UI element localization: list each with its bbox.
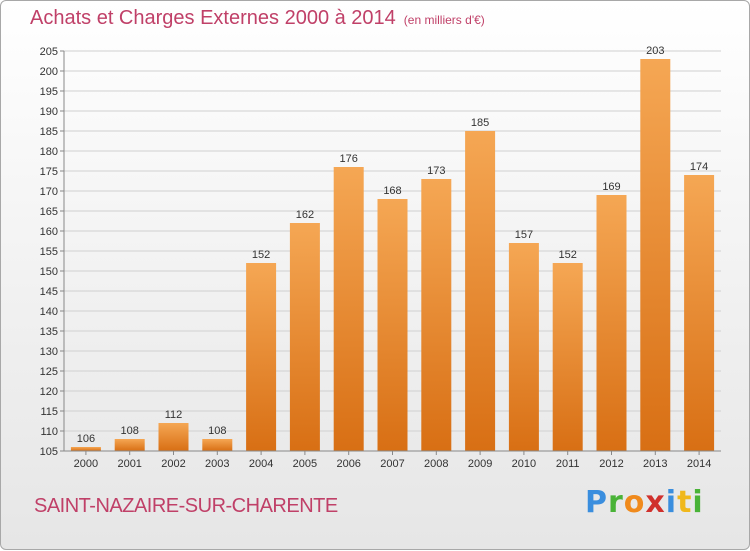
y-tick-label: 195 (40, 86, 58, 98)
y-tick-label: 190 (40, 106, 58, 118)
y-tick-label: 110 (40, 426, 58, 438)
data-label-2008: 173 (427, 165, 445, 177)
y-tick-label: 180 (40, 146, 58, 158)
data-label-2002: 112 (165, 409, 183, 421)
bar-2001 (114, 439, 145, 451)
bar-2013 (640, 59, 671, 451)
bar-2010 (508, 243, 539, 451)
data-label-2001: 108 (121, 425, 139, 437)
bar-2007 (377, 199, 408, 451)
bars (70, 59, 715, 451)
x-tick-label-2002: 2002 (161, 458, 185, 470)
data-label-2011: 152 (559, 249, 577, 261)
y-tick-label: 200 (40, 66, 58, 78)
y-tick-label: 160 (40, 226, 58, 238)
x-tick-label-2014: 2014 (687, 458, 711, 470)
chart-subtitle: (en milliers d'€) (403, 13, 485, 27)
data-label-2005: 162 (296, 209, 314, 221)
axes: 105 110 115 120 125 130 135 140 145 150 155 160 165 1… (40, 46, 721, 470)
bar-2004 (246, 263, 277, 451)
bar-2011 (552, 263, 583, 451)
data-labels: 106 108 112 108 152 162 176 168 173 185 157 152 169 2… (77, 45, 709, 445)
y-tick-label: 170 (40, 186, 58, 198)
commune-name: SAINT-NAZAIRE-SUR-CHARENTE (34, 495, 338, 517)
x-tick-label-2010: 2010 (512, 458, 536, 470)
bar-2014 (684, 175, 715, 451)
y-tick-label: 105 (40, 446, 58, 458)
bar-2000 (70, 447, 101, 451)
data-label-2000: 106 (77, 433, 95, 445)
y-tick-label: 115 (40, 406, 58, 418)
x-tick-label-2012: 2012 (599, 458, 623, 470)
y-tick-label: 165 (40, 206, 58, 218)
y-tick-label: 125 (40, 366, 58, 378)
y-tick-label: 175 (40, 166, 58, 178)
proxiti-logo: Proxiti (585, 485, 704, 520)
data-label-2013: 203 (646, 45, 664, 57)
bar-2003 (202, 439, 233, 451)
bar-2002 (158, 423, 189, 451)
x-tick-label-2006: 2006 (336, 458, 360, 470)
data-label-2006: 176 (340, 153, 358, 165)
bar-2008 (421, 179, 452, 451)
y-tick-label: 155 (40, 246, 58, 258)
y-tick-label: 185 (40, 126, 58, 138)
data-label-2014: 174 (690, 161, 708, 173)
data-label-2009: 185 (471, 117, 489, 129)
y-tick-label: 130 (40, 346, 58, 358)
y-tick-label: 205 (40, 46, 58, 58)
y-tick-label: 120 (40, 386, 58, 398)
bar-2005 (289, 223, 320, 451)
x-tick-label-2008: 2008 (424, 458, 448, 470)
data-label-2007: 168 (383, 185, 401, 197)
data-label-2004: 152 (252, 249, 270, 261)
x-tick-label-2011: 2011 (556, 458, 580, 470)
x-tick-label-2009: 2009 (468, 458, 492, 470)
bar-2012 (596, 195, 627, 451)
chart-title-text: Achats et Charges Externes 2000 à 2014 (30, 7, 396, 29)
y-tick-label: 135 (40, 326, 58, 338)
x-tick-label-2004: 2004 (249, 458, 273, 470)
x-tick-label-2007: 2007 (380, 458, 404, 470)
y-tick-label: 140 (40, 306, 58, 318)
y-tick-label: 145 (40, 286, 58, 298)
bar-2006 (333, 167, 364, 451)
data-label-2003: 108 (208, 425, 226, 437)
chart-title: Achats et Charges Externes 2000 à 2014 (e… (30, 7, 485, 30)
x-tick-label-2013: 2013 (643, 458, 667, 470)
bar-2009 (465, 131, 496, 451)
y-tick-label: 150 (40, 266, 58, 278)
x-tick-label-2000: 2000 (74, 458, 98, 470)
x-tick-label-2003: 2003 (205, 458, 229, 470)
x-tick-label-2005: 2005 (293, 458, 317, 470)
data-label-2010: 157 (515, 229, 533, 241)
x-tick-label-2001: 2001 (117, 458, 141, 470)
data-label-2012: 169 (602, 181, 620, 193)
